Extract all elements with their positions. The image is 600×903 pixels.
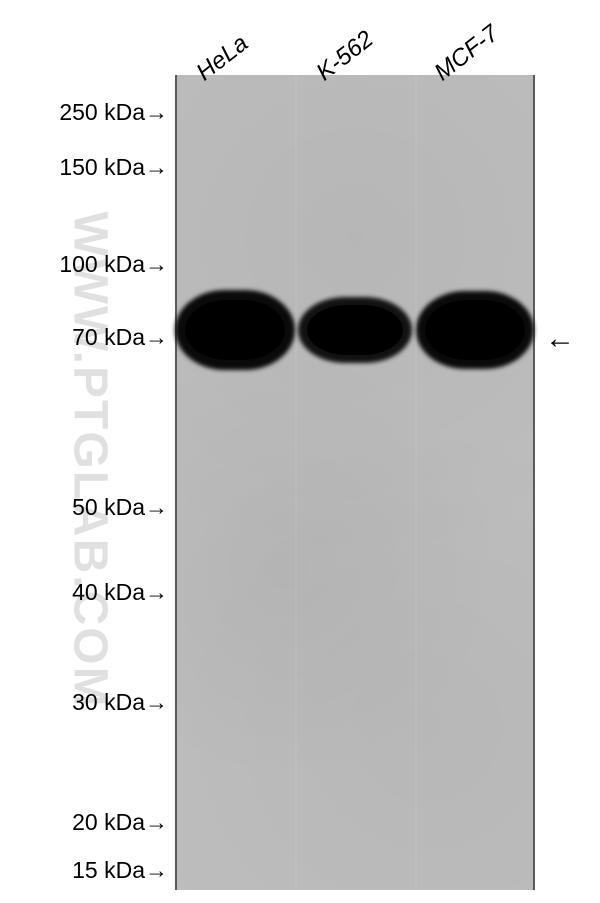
watermark-text: WWW.PTGLAB.COM xyxy=(63,211,118,708)
lane-divider xyxy=(295,75,297,890)
mw-marker-label: 15 kDa→ xyxy=(72,857,168,884)
mw-marker-label: 70 kDa→ xyxy=(72,324,168,351)
protein-band-core xyxy=(185,300,286,361)
marker-arrow-icon: → xyxy=(145,857,168,884)
marker-arrow-icon: → xyxy=(145,809,168,836)
protein-band-core xyxy=(425,300,524,359)
marker-arrow-icon: → xyxy=(145,494,168,521)
mw-marker-label: 40 kDa→ xyxy=(72,579,168,606)
mw-marker-label: 150 kDa→ xyxy=(59,154,168,181)
membrane-noise xyxy=(177,75,533,890)
marker-arrow-icon: → xyxy=(145,579,168,606)
mw-marker-label: 30 kDa→ xyxy=(72,689,168,716)
western-blot-figure: WWW.PTGLAB.COM ← HeLaK-562MCF-7250 kDa→1… xyxy=(0,0,600,903)
marker-arrow-icon: → xyxy=(145,154,168,181)
marker-arrow-icon: → xyxy=(145,251,168,278)
marker-arrow-icon: → xyxy=(145,689,168,716)
target-band-arrow: ← xyxy=(545,322,575,356)
marker-arrow-icon: → xyxy=(145,99,168,126)
mw-marker-label: 20 kDa→ xyxy=(72,809,168,836)
marker-arrow-icon: → xyxy=(145,324,168,351)
mw-marker-label: 50 kDa→ xyxy=(72,494,168,521)
lane-divider xyxy=(415,75,417,890)
protein-band-core xyxy=(307,305,403,355)
blot-membrane xyxy=(175,75,535,890)
mw-marker-label: 100 kDa→ xyxy=(59,251,168,278)
mw-marker-label: 250 kDa→ xyxy=(59,99,168,126)
